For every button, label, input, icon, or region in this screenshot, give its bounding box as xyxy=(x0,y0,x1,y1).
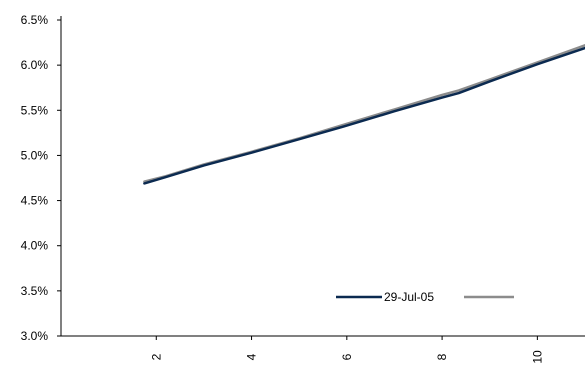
y-tick-label: 3.5% xyxy=(21,284,49,298)
y-tick-label: 5.0% xyxy=(21,148,49,162)
x-tick-label: 6 xyxy=(340,353,354,360)
x-tick-label: 2 xyxy=(149,353,163,360)
y-tick-label: 4.0% xyxy=(21,239,49,253)
y-tick-label: 6.0% xyxy=(21,58,49,72)
y-tick-label: 5.5% xyxy=(21,103,49,117)
y-tick-label: 4.5% xyxy=(21,194,49,208)
legend-label-1: 29-Jul-05 xyxy=(384,290,434,304)
series-lines xyxy=(143,44,585,185)
y-tick-label: 6.5% xyxy=(21,13,49,27)
x-tick-label: 8 xyxy=(435,353,449,360)
y-axis-ticks: 3.0% 3.5% 4.0% 4.5% 5.0% 5.5% 6.0% 6.5% xyxy=(21,13,61,343)
axes xyxy=(60,16,585,337)
series-line-2 xyxy=(143,44,585,183)
y-tick-label: 3.0% xyxy=(21,329,49,343)
x-tick-label: 10 xyxy=(530,350,544,364)
x-tick-label: 4 xyxy=(245,353,259,360)
series-line-1 xyxy=(143,46,585,185)
x-axis-ticks: 2 4 6 8 10 xyxy=(149,336,544,364)
legend: 29-Jul-05 xyxy=(336,290,514,304)
